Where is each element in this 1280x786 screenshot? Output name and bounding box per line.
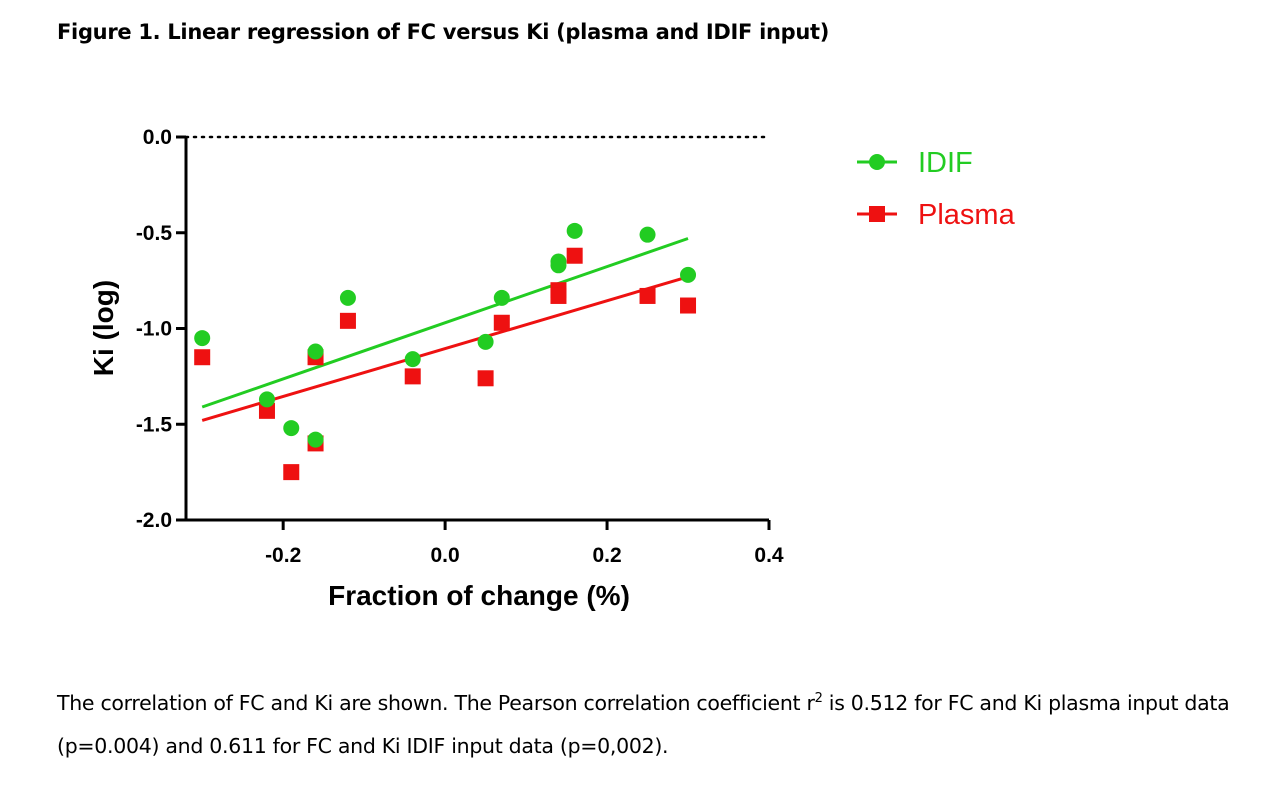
- point-idif: [307, 431, 324, 448]
- fit-line-plasma: [201, 275, 689, 422]
- point-plasma: [339, 312, 356, 329]
- point-plasma: [283, 464, 300, 481]
- x-axis-label: Fraction of change (%): [328, 580, 630, 611]
- legend-label-idif: IDIF: [918, 147, 973, 179]
- point-plasma: [493, 314, 510, 331]
- data-points: [194, 222, 697, 481]
- axis-labels: Fraction of change (%) Ki (log): [88, 280, 630, 611]
- caption-text-part2: is 0.512 for FC and Ki plasma input data…: [57, 690, 1230, 758]
- fit-lines: [201, 237, 689, 422]
- point-idif: [493, 289, 510, 306]
- point-plasma: [566, 247, 583, 264]
- scatter-chart: 0.0 -0.5 -1.0 -1.5 -2.0 -0.2 0.0 0.2 0.4 Fractio…: [88, 126, 1016, 611]
- figure-title: Figure 1. Linear regression of FC versus…: [57, 20, 830, 44]
- point-idif: [680, 266, 697, 283]
- point-idif: [477, 333, 494, 350]
- x-tick-label: 0.4: [754, 544, 784, 567]
- x-tick-label: 0.2: [592, 544, 621, 567]
- point-idif: [404, 351, 421, 368]
- y-axis-label: Ki (log): [88, 280, 119, 376]
- point-plasma: [680, 297, 697, 314]
- y-tick-label: -2.0: [136, 509, 172, 532]
- point-idif: [339, 289, 356, 306]
- legend-label-plasma: Plasma: [918, 199, 1016, 231]
- point-idif: [550, 257, 567, 274]
- point-idif: [566, 222, 583, 239]
- caption-text-part1: The correlation of FC and Ki are shown. …: [57, 690, 815, 715]
- point-plasma: [194, 349, 211, 366]
- point-plasma: [550, 287, 567, 304]
- y-tick-label: -1.5: [136, 413, 173, 436]
- figure-caption: The correlation of FC and Ki are shown. …: [57, 677, 1247, 768]
- legend-marker-idif: [869, 154, 885, 170]
- y-tick-label: -1.0: [136, 318, 172, 341]
- point-idif: [639, 226, 656, 243]
- fit-line-idif: [201, 237, 689, 409]
- axes: 0.0 -0.5 -1.0 -1.5 -2.0 -0.2 0.0 0.2 0.4: [136, 126, 784, 567]
- point-plasma: [258, 402, 275, 419]
- point-plasma: [404, 368, 421, 385]
- point-idif: [283, 420, 300, 437]
- x-tick-label: 0.0: [431, 544, 460, 567]
- legend: IDIF Plasma: [857, 147, 1016, 231]
- y-tick-label: -0.5: [136, 222, 173, 245]
- y-tick-label: 0.0: [143, 126, 172, 149]
- x-tick-label: -0.2: [265, 544, 301, 567]
- legend-marker-plasma: [869, 206, 885, 222]
- point-plasma: [477, 370, 494, 387]
- caption-superscript: 2: [814, 691, 823, 706]
- point-plasma: [639, 287, 656, 304]
- point-idif: [307, 343, 324, 360]
- point-idif: [258, 391, 275, 408]
- point-idif: [194, 330, 211, 347]
